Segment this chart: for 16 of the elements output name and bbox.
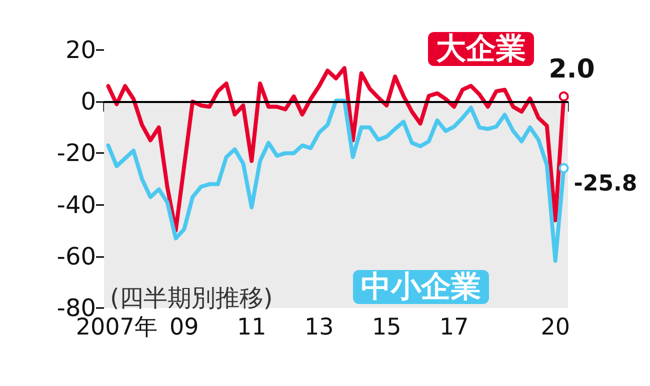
x-tick-label: 17 (439, 314, 469, 340)
y-tick-label: -60 (56, 242, 96, 270)
x-tick-label: 20 (540, 314, 570, 340)
x-tick-label: 11 (236, 314, 266, 340)
text: 中小企業 (361, 270, 481, 304)
y-tick-label: 0 (80, 88, 96, 116)
data-label: -25.8 (574, 172, 638, 197)
annotation: (四半期別推移) (110, 284, 273, 312)
series-label: 大企業 (436, 32, 526, 66)
x-tick-label: 15 (372, 314, 402, 340)
data-label: 2.0 (548, 54, 595, 84)
y-tick-label: -40 (56, 190, 96, 219)
y-tick-label: 20 (65, 36, 96, 64)
x-tick-label: 09 (170, 314, 199, 340)
y-tick-label: -20 (56, 139, 96, 168)
x-tick-label: 13 (304, 314, 334, 340)
